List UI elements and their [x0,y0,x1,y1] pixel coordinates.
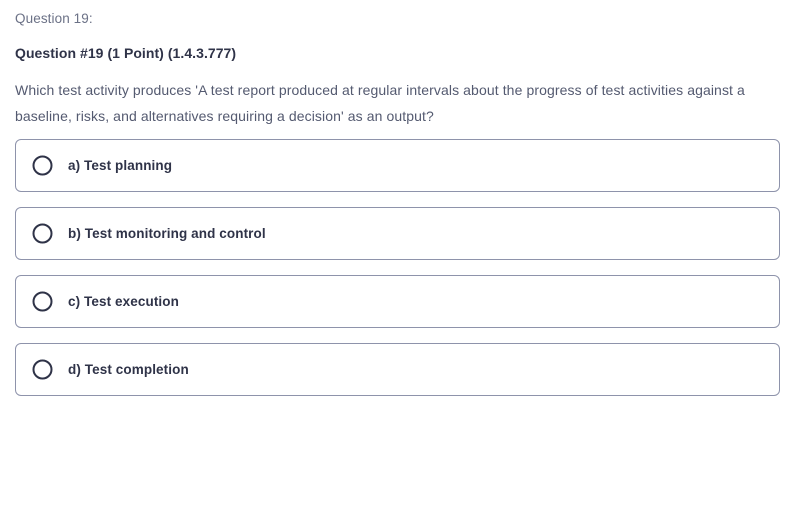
answer-option-label: a) Test planning [68,157,173,173]
answer-option-a[interactable]: a) Test planning [15,139,780,192]
radio-unchecked-icon[interactable] [32,291,53,312]
answer-option-c[interactable]: c) Test execution [15,275,780,328]
radio-unchecked-icon[interactable] [32,223,53,244]
answer-option-label: c) Test execution [68,293,179,309]
radio-unchecked-icon[interactable] [32,359,53,380]
answer-option-label: d) Test completion [68,361,189,377]
answer-options-list: a) Test planning b) Test monitoring and … [15,139,780,396]
radio-unchecked-icon[interactable] [32,155,53,176]
answer-option-label: b) Test monitoring and control [68,225,266,241]
question-number-label: Question 19: [15,11,93,26]
answer-option-d[interactable]: d) Test completion [15,343,780,396]
answer-option-b[interactable]: b) Test monitoring and control [15,207,780,260]
question-text: Which test activity produces 'A test rep… [15,82,745,124]
question-heading: Question #19 (1 Point) (1.4.3.777) [15,45,237,61]
